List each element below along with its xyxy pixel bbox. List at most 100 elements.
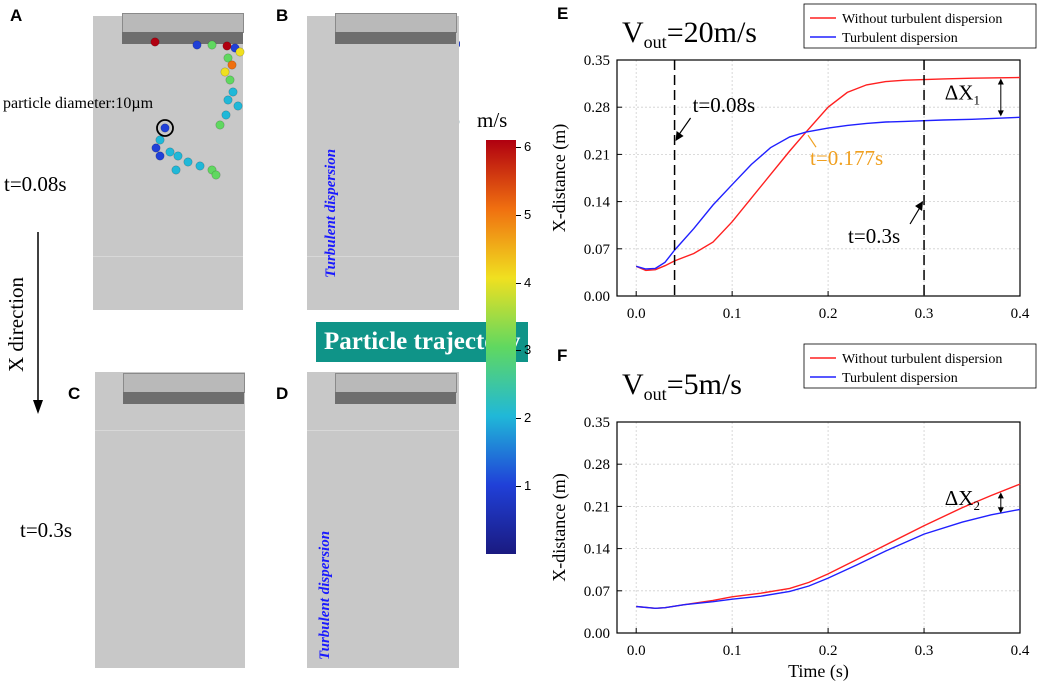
x-tick-label: 0.0: [627, 306, 646, 322]
colorbar-tick-label: 5: [524, 206, 532, 222]
particle: [151, 143, 161, 153]
series-line-turbulent: [636, 508, 1021, 610]
chart-title-sub: out: [644, 32, 667, 52]
particle: [195, 161, 205, 171]
particle: [192, 40, 202, 50]
delta-arrowhead-down-icon: [997, 507, 1004, 514]
delta-arrowhead-up-icon: [997, 78, 1004, 85]
chart-title: Vout=20m/s: [622, 16, 757, 52]
x-tick-label: 0.2: [819, 643, 838, 659]
cross-pointer-icon: [807, 134, 817, 148]
particle: [235, 47, 245, 57]
colorbar-tick: [516, 418, 521, 420]
panel-letter-a: A: [10, 6, 23, 25]
time-arrowhead-2-icon: [915, 201, 924, 211]
inlet-lid-c: [123, 373, 245, 393]
chart-title-rest: =5m/s: [667, 368, 742, 401]
colorbar-tick: [516, 486, 521, 488]
colorbar-unit: m/s: [477, 108, 508, 132]
y-tick-label: 0.14: [584, 542, 611, 558]
x-tick-label: 0.4: [1011, 643, 1030, 659]
direction-label: X direction: [4, 276, 28, 372]
y-tick-label: 0.14: [584, 195, 611, 211]
time-arrowhead-1-icon: [675, 131, 684, 141]
y-tick-label: 0.21: [584, 147, 610, 163]
y-tick-label: 0.35: [584, 53, 610, 69]
direction-arrow-icon: [33, 232, 43, 414]
panel-letter-d: D: [276, 384, 289, 403]
particle: [155, 135, 165, 145]
colorbar-tick: [516, 146, 521, 148]
x-tick-label: 0.1: [723, 306, 742, 322]
chart-e: 0.0 0.1 0.2 0.3 0.4 0.00 0.07 0.14 0.21 0.28 0.35 X…: [549, 3, 1037, 322]
colorbar-gradient: [486, 140, 516, 554]
chart-title-sub: out: [644, 384, 667, 404]
particle: [155, 151, 165, 161]
cross-annotation: t=0.177s: [810, 146, 883, 170]
particle: [222, 41, 232, 51]
particle: [165, 147, 175, 157]
colorbar-tick-label: 3: [524, 342, 532, 358]
panel-letter-e: E: [557, 4, 569, 23]
panel-letter-f: F: [557, 346, 568, 365]
x-tick-label: 0.0: [627, 643, 646, 659]
turbulent-label-d: Turbulent dispersion: [317, 530, 333, 660]
y-tick-label: 0.07: [584, 242, 611, 258]
colorbar-tick: [516, 214, 521, 216]
inlet-base-b: [335, 32, 456, 44]
colorbar-tick-label: 4: [524, 274, 532, 290]
legend-box: [803, 3, 1037, 49]
inlet-base-c: [123, 392, 244, 404]
x-tick-label: 0.1: [723, 643, 742, 659]
legend-label-without: Without turbulent dispersion: [842, 12, 1002, 27]
chart-title: Vout=5m/s: [622, 368, 742, 404]
panel-letter-c: C: [68, 384, 81, 403]
series-line-without: [635, 76, 1021, 272]
legend-label-turbulent: Turbulent dispersion: [842, 371, 958, 386]
chart-f: 0.0 0.1 0.2 0.3 0.4 0.00 0.07 0.14 0.21 0.28 0.35 X…: [549, 343, 1037, 682]
particle-diameter-note: particle diameter:10µm: [3, 95, 154, 112]
legend-label-without: Without turbulent dispersion: [842, 352, 1002, 367]
colorbar-tick: [516, 282, 521, 284]
x-tick-label: 0.3: [915, 306, 934, 322]
delta-label-sub: 2: [973, 498, 980, 513]
simulation-domain-c: [95, 372, 245, 668]
y-tick-label: 0.00: [584, 626, 610, 642]
legend-box: [803, 343, 1037, 389]
simulation-domain-d: [307, 372, 459, 668]
legend-label-turbulent: Turbulent dispersion: [842, 31, 958, 46]
y-tick-label: 0.35: [584, 415, 610, 431]
x-tick-label: 0.2: [819, 306, 838, 322]
particle: [223, 53, 233, 63]
y-axis-label: X-distance (m): [549, 124, 570, 232]
simulation-domain-b: [307, 16, 459, 310]
colorbar-tick-label: 2: [524, 410, 532, 426]
x-axis-label: Time (s): [788, 661, 849, 682]
particle: [215, 120, 225, 130]
colorbar-tick: [516, 350, 521, 352]
colorbar-tick-label: 1: [524, 478, 532, 494]
particle: [227, 60, 237, 70]
x-tick-label: 0.4: [1011, 306, 1030, 322]
y-tick-label: 0.00: [584, 289, 610, 305]
particle: [160, 123, 170, 133]
simulation-domain-a: [93, 16, 243, 310]
time-annotation-1: t=0.08s: [693, 93, 756, 117]
delta-arrowhead-down-icon: [997, 110, 1004, 117]
time-label-a: t=0.08s: [4, 172, 67, 196]
particle: [221, 110, 231, 120]
particle: [173, 151, 183, 161]
particle: [183, 157, 193, 167]
inlet-lid-d: [335, 373, 457, 393]
chart-title-rest: =20m/s: [667, 16, 757, 49]
particle: [228, 87, 238, 97]
particle: [225, 75, 235, 85]
turbulent-label-b: Turbulent dispersion: [323, 148, 339, 278]
y-tick-label: 0.21: [584, 499, 610, 515]
time-label-c: t=0.3s: [20, 518, 73, 542]
particle: [150, 37, 160, 47]
inlet-lid-b: [335, 13, 457, 33]
time-annotation-2: t=0.3s: [848, 224, 900, 248]
delta-label-sub: 1: [973, 92, 980, 107]
particle: [171, 165, 181, 175]
